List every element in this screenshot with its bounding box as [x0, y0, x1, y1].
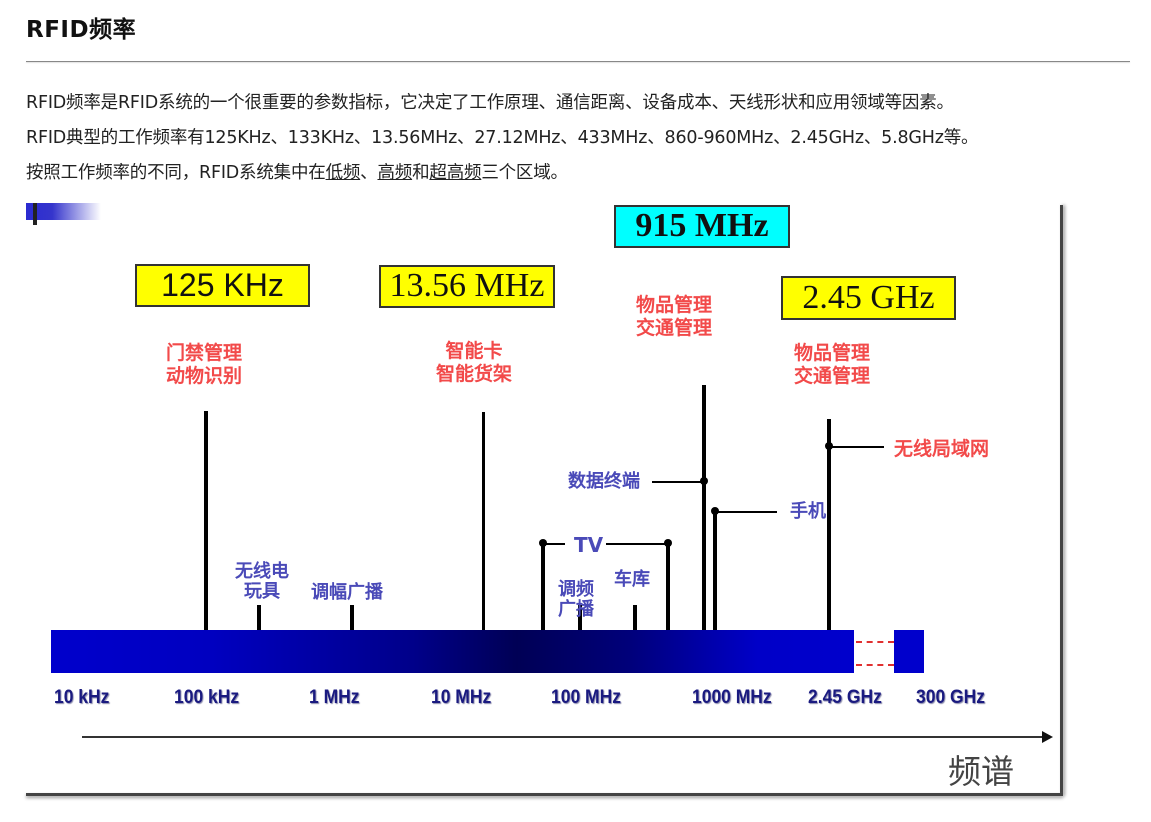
slide-corner-tick [33, 203, 37, 225]
rfid-spectrum-figure: 125 KHz 13.56 MHz 915 MHz 2.45 GHz 门禁管理 … [26, 200, 1063, 796]
service-mobile: 手机 [790, 501, 826, 522]
freq-box-125khz: 125 KHz [135, 264, 310, 307]
mobile-connector [715, 511, 777, 513]
service-radio-toys: 无线电 玩具 [235, 561, 289, 602]
marker-fm-broadcast [578, 605, 582, 630]
tv-dot-right [664, 539, 672, 547]
link-high-frequency[interactable]: 高频 [377, 163, 413, 183]
marker-tv-left [541, 543, 545, 630]
marker-915mhz [702, 385, 706, 630]
app-label-wlan: 无线局域网 [894, 438, 990, 460]
axis-tick-10khz: 10 kHz [54, 687, 110, 708]
marker-radio-toys [257, 605, 261, 630]
marker-tv-right [666, 543, 670, 630]
marker-mobile [713, 511, 717, 630]
axis-tick-1000mhz: 1000 MHz [692, 687, 772, 708]
axis-tick-300ghz: 300 GHz [916, 687, 985, 708]
marker-125khz [204, 411, 208, 630]
marker-garage [633, 605, 637, 630]
axis-tick-100mhz: 100 MHz [551, 687, 621, 708]
frequency-axis-caption: 频谱 [948, 752, 1014, 791]
app-label-2-45ghz: 物品管理 交通管理 [794, 342, 871, 387]
service-am-broadcast: 调幅广播 [311, 582, 383, 603]
app-label-125khz: 门禁管理 动物识别 [166, 342, 243, 387]
mobile-dot [711, 507, 719, 515]
page-title: RFID频率 [26, 17, 137, 43]
spectrum-break-dash-top [856, 641, 894, 643]
frequency-axis-arrowhead-icon [1042, 731, 1053, 743]
figure-frame-bottom [26, 793, 1063, 796]
axis-tick-10mhz: 10 MHz [431, 687, 492, 708]
paragraph-3-prefix: 按照工作频率的不同，RFID系统集中在 [26, 163, 326, 183]
separator: 、 [360, 163, 378, 183]
axis-tick-100khz: 100 kHz [174, 687, 240, 708]
figure-frame-right [1060, 205, 1063, 796]
app-label-915mhz: 物品管理 交通管理 [636, 294, 713, 339]
freq-box-2-45ghz: 2.45 GHz [781, 276, 956, 320]
marker-13-56mhz [482, 412, 485, 630]
marker-2-45ghz [827, 419, 831, 630]
freq-box-13-56mhz: 13.56 MHz [379, 265, 555, 308]
data-terminal-dot [700, 477, 708, 485]
app-label-13-56mhz: 智能卡 智能货架 [436, 340, 513, 385]
slide-corner-gradient [26, 203, 101, 220]
spectrum-bar [51, 630, 854, 673]
separator: 和 [412, 163, 430, 183]
tv-connector-left [543, 543, 565, 545]
wlan-dot [825, 442, 833, 450]
link-low-frequency[interactable]: 低频 [325, 163, 361, 183]
paragraph-3: 按照工作频率的不同，RFID系统集中在低频、高频和超高频三个区域。 [26, 159, 568, 184]
service-fm-broadcast: 调频 广播 [558, 579, 594, 620]
paragraph-1: RFID频率是RFID系统的一个很重要的参数指标，它决定了工作原理、通信距离、设… [26, 93, 954, 113]
paragraph-2: RFID典型的工作频率有125KHz、133KHz、13.56MHz、27.12… [26, 128, 979, 148]
axis-tick-2-45ghz: 2.45 GHz [808, 687, 882, 708]
data-terminal-connector [652, 481, 704, 483]
spectrum-break-dash-bottom [856, 664, 894, 666]
paragraph-3-suffix: 三个区域。 [481, 163, 568, 183]
service-tv: TV [574, 533, 604, 557]
tv-dot-left [539, 539, 547, 547]
wlan-connector [829, 446, 884, 448]
service-garage: 车库 [614, 569, 650, 590]
link-ultra-high-frequency[interactable]: 超高频 [429, 163, 482, 183]
freq-box-915mhz: 915 MHz [614, 205, 790, 248]
title-divider [26, 61, 1130, 62]
axis-tick-1mhz: 1 MHz [309, 687, 360, 708]
marker-am-broadcast [350, 605, 354, 630]
service-data-terminal: 数据终端 [568, 471, 640, 492]
frequency-axis-line [82, 736, 1044, 738]
spectrum-bar-end [894, 630, 924, 673]
tv-connector-right [606, 543, 668, 545]
